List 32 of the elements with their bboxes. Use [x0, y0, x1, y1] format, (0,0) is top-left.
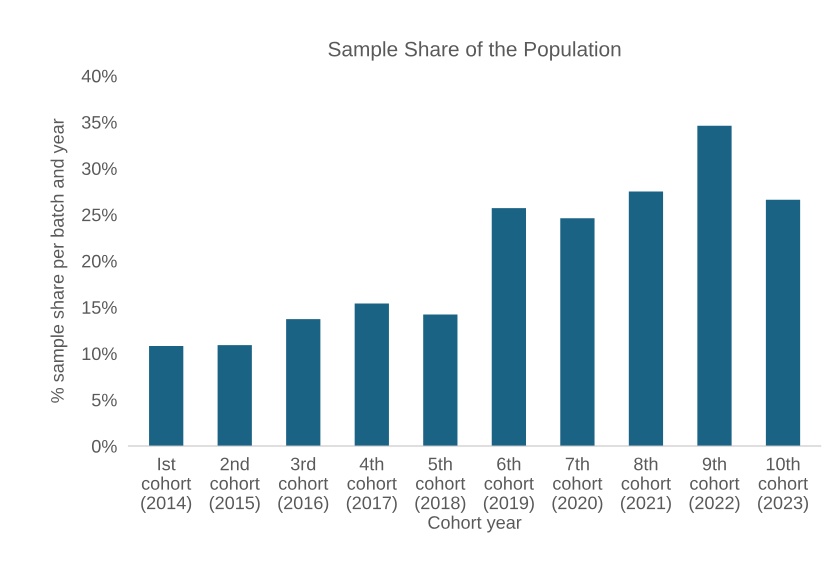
x-tick-label: 5th cohort (2018)	[415, 457, 466, 513]
x-tick-label: Ist cohort (2014)	[141, 458, 192, 513]
x-tick-label: 10th cohort (2023)	[758, 457, 808, 513]
y-axis-title: % sample share per batch and year	[50, 118, 68, 403]
y-tick-label: 35%	[82, 116, 117, 129]
y-tick-label: 30%	[82, 162, 117, 176]
y-tick-label: 15%	[82, 301, 117, 314]
bar	[560, 218, 595, 446]
x-tick-label: 4th cohort (2017)	[346, 457, 397, 513]
x-tick-label: 6th cohort (2019)	[484, 457, 534, 513]
bar	[354, 303, 389, 446]
y-tick-label: 10%	[82, 347, 117, 360]
bar	[697, 126, 732, 446]
x-tick-label: 8th cohort (2021)	[620, 457, 671, 513]
y-tick-label: 40%	[82, 70, 117, 82]
bar	[766, 200, 800, 446]
bar	[286, 319, 320, 446]
y-tick-label: 20%	[82, 254, 117, 268]
bar	[492, 208, 526, 446]
x-tick-label: 3rd cohort (2016)	[278, 457, 328, 513]
bar	[628, 191, 664, 446]
x-axis-title: Cohort year	[428, 516, 522, 532]
x-tick-label: 2nd cohort (2015)	[210, 457, 260, 513]
y-tick-label: 25%	[82, 208, 117, 222]
y-tick-label: 5%	[92, 394, 117, 406]
x-tick-label: 7th cohort (2020)	[552, 457, 602, 513]
bar	[218, 345, 252, 446]
chart-title: Sample Share of the Population	[328, 41, 620, 61]
x-tick-label: 9th cohort (2022)	[690, 457, 740, 513]
bar	[423, 314, 458, 446]
bar	[149, 346, 184, 446]
y-tick-label: 0%	[92, 440, 117, 453]
